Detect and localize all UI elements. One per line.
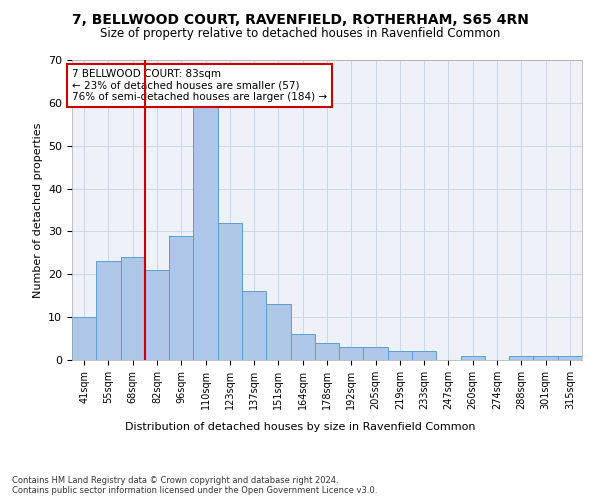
Bar: [96, 262, 121, 360]
Bar: [509, 356, 533, 360]
Text: 7 BELLWOOD COURT: 83sqm
← 23% of detached houses are smaller (57)
76% of semi-de: 7 BELLWOOD COURT: 83sqm ← 23% of detache…: [72, 69, 327, 102]
Bar: [266, 304, 290, 360]
Y-axis label: Number of detached properties: Number of detached properties: [32, 122, 43, 298]
Bar: [169, 236, 193, 360]
Bar: [193, 107, 218, 360]
Bar: [121, 257, 145, 360]
Bar: [461, 356, 485, 360]
Text: Distribution of detached houses by size in Ravenfield Common: Distribution of detached houses by size …: [125, 422, 475, 432]
Bar: [412, 352, 436, 360]
Bar: [339, 347, 364, 360]
Bar: [558, 356, 582, 360]
Bar: [72, 317, 96, 360]
Bar: [364, 347, 388, 360]
Bar: [315, 343, 339, 360]
Bar: [388, 352, 412, 360]
Text: Contains HM Land Registry data © Crown copyright and database right 2024.
Contai: Contains HM Land Registry data © Crown c…: [12, 476, 377, 495]
Bar: [218, 223, 242, 360]
Bar: [290, 334, 315, 360]
Bar: [533, 356, 558, 360]
Text: Size of property relative to detached houses in Ravenfield Common: Size of property relative to detached ho…: [100, 28, 500, 40]
Text: 7, BELLWOOD COURT, RAVENFIELD, ROTHERHAM, S65 4RN: 7, BELLWOOD COURT, RAVENFIELD, ROTHERHAM…: [71, 12, 529, 26]
Bar: [145, 270, 169, 360]
Bar: [242, 292, 266, 360]
